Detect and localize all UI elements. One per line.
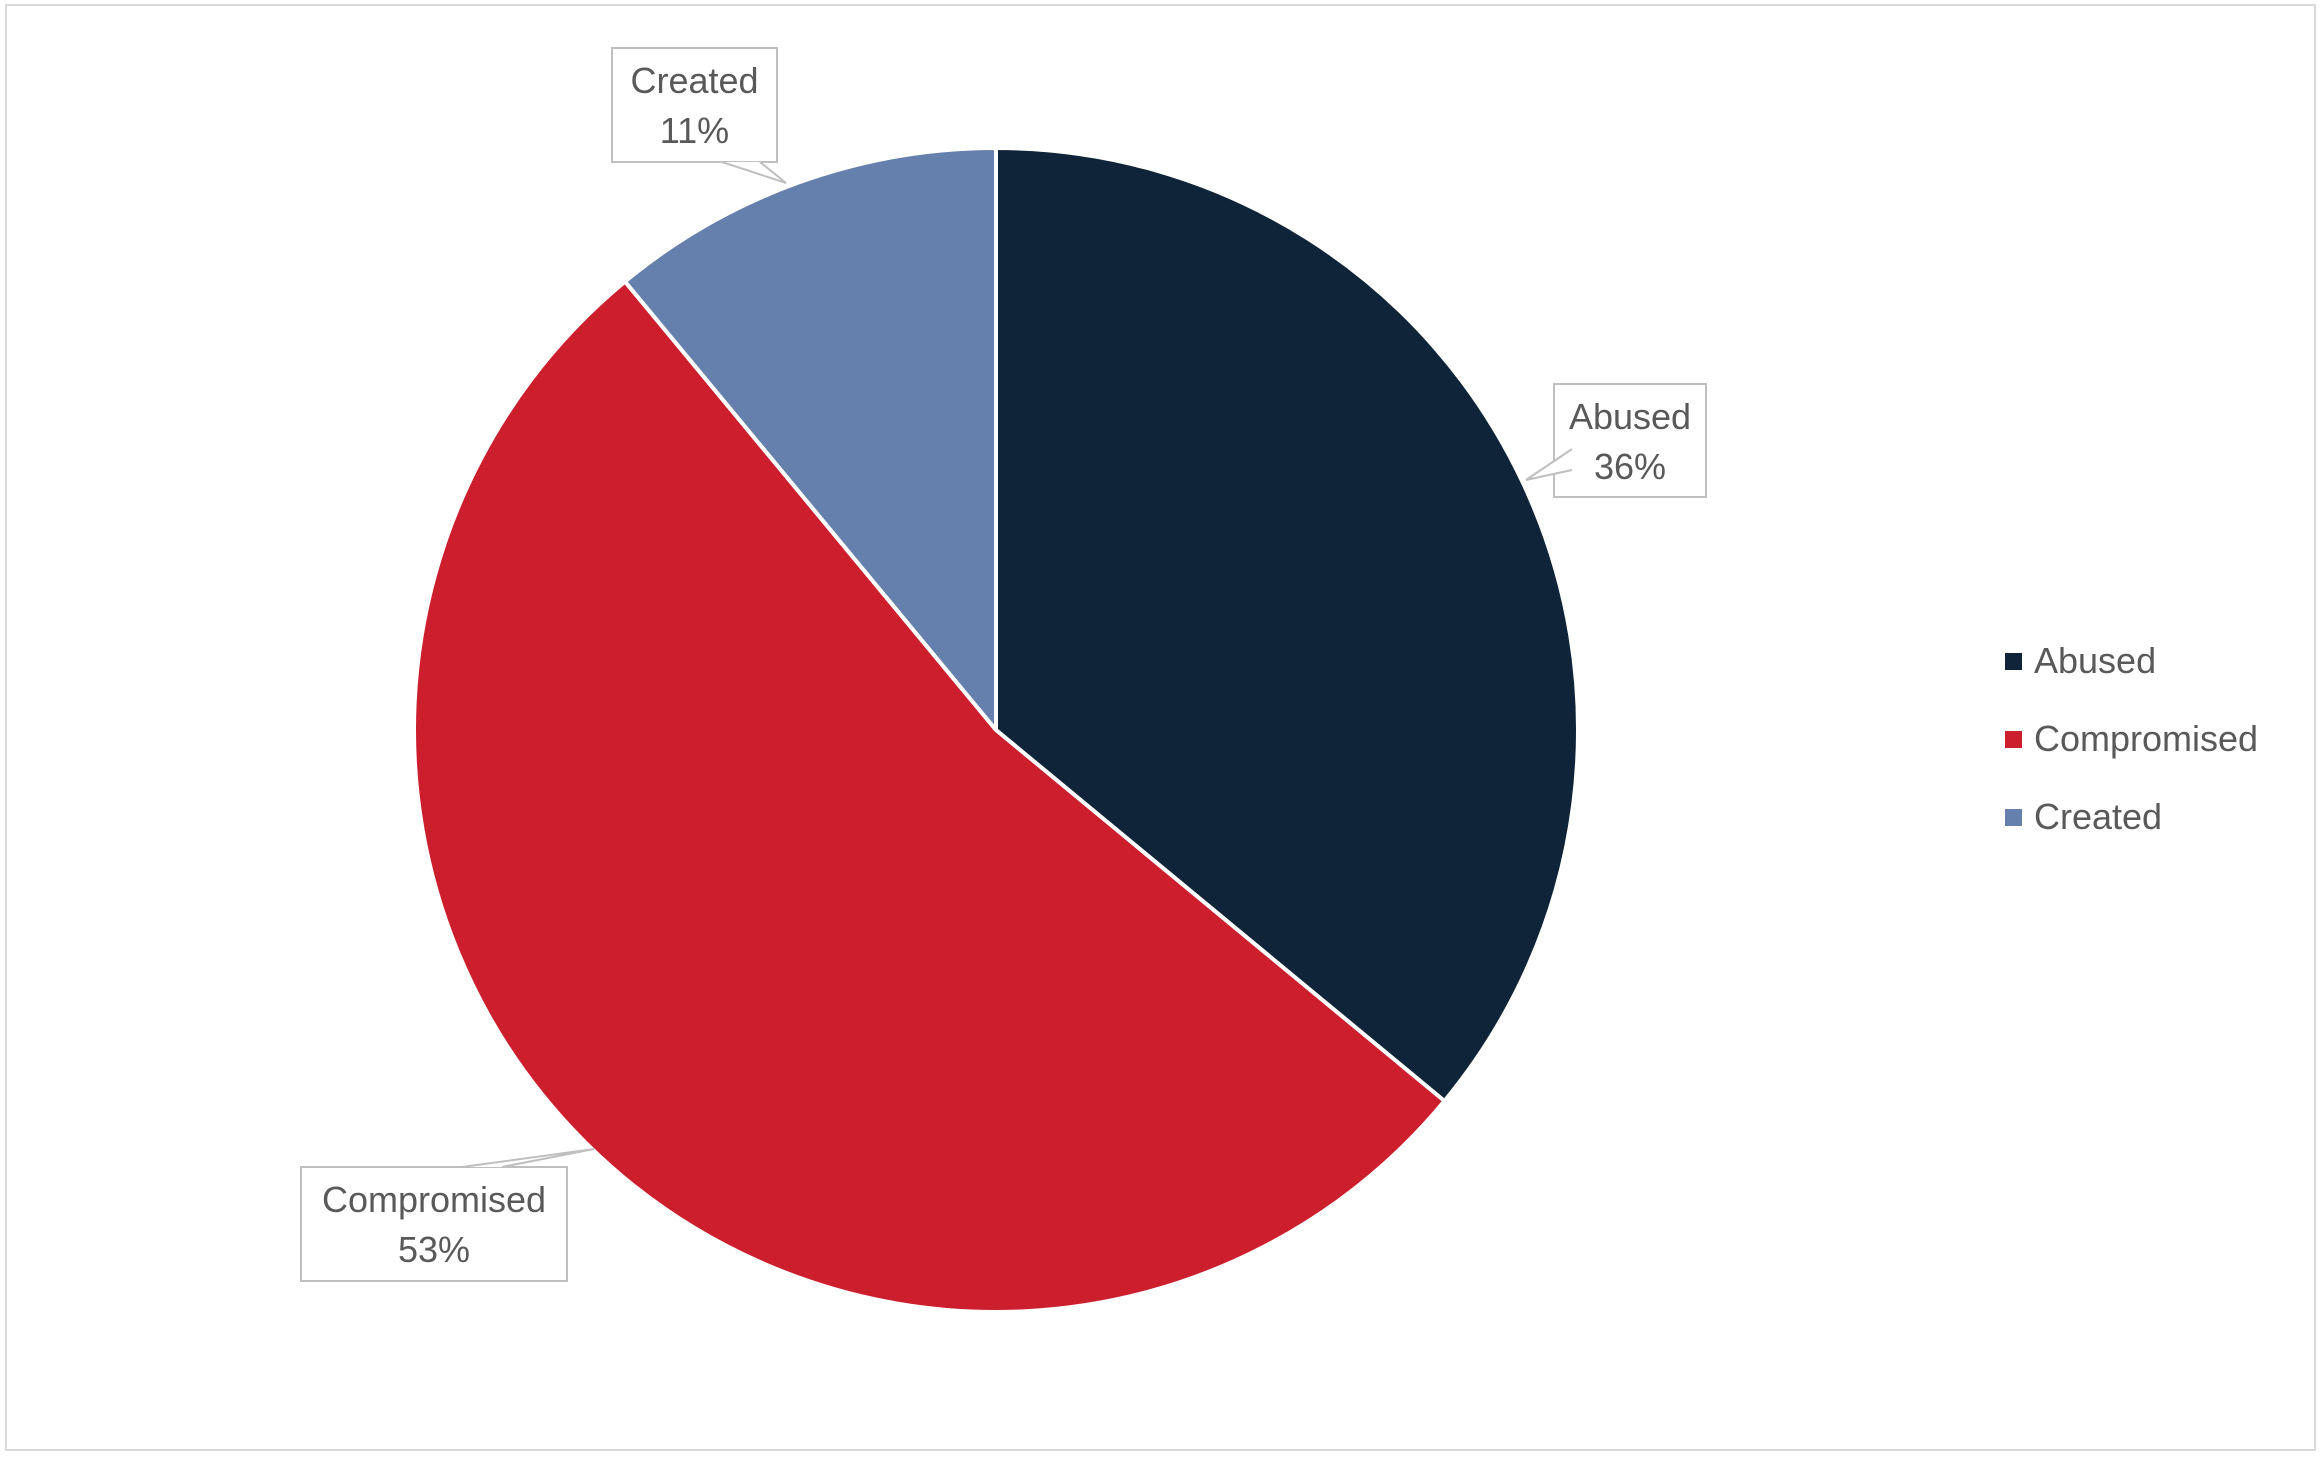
data-label-category-abused: Abused [1569,396,1691,437]
legend-swatch-abused [2005,652,2022,670]
callout-pointer-abused [1525,448,1573,481]
legend-label-abused: Abused [2034,640,2157,681]
legend-label-compromised: Compromised [2034,718,2259,759]
pie-slice-abused [994,146,1580,1103]
data-label-value-compromised: 53% [398,1229,470,1270]
callout-box-abused [1553,383,1707,498]
legend-label-created: Created [2034,796,2163,837]
callout-box-created [611,47,778,163]
callout-pointer-created [721,161,787,184]
data-label-value-created: 11% [660,110,729,151]
callout-created: Created 11% [611,47,787,184]
legend: Abused Compromised Created [2005,622,2305,856]
pie-slice-compromised [412,279,1447,1314]
legend-swatch-compromised [2005,730,2022,748]
legend-item-abused: Abused [2005,622,2305,700]
pie-slices [412,146,1580,1314]
data-label-value-abused: 36% [1594,446,1666,487]
callout-box-compromised [300,1166,568,1282]
data-label-callouts: Abused 36% Compromised 53% Created 11% [300,47,1707,1282]
legend-item-created: Created [2005,778,2305,856]
callout-abused: Abused 36% [1525,383,1707,498]
callout-pointer-compromised [461,1148,595,1168]
legend-swatch-created [2005,808,2022,826]
legend-item-compromised: Compromised [2005,700,2305,778]
pie-slice-created [623,146,998,732]
data-label-category-created: Created [630,60,758,101]
data-label-category-compromised: Compromised [322,1179,546,1220]
callout-compromised: Compromised 53% [300,1148,595,1282]
